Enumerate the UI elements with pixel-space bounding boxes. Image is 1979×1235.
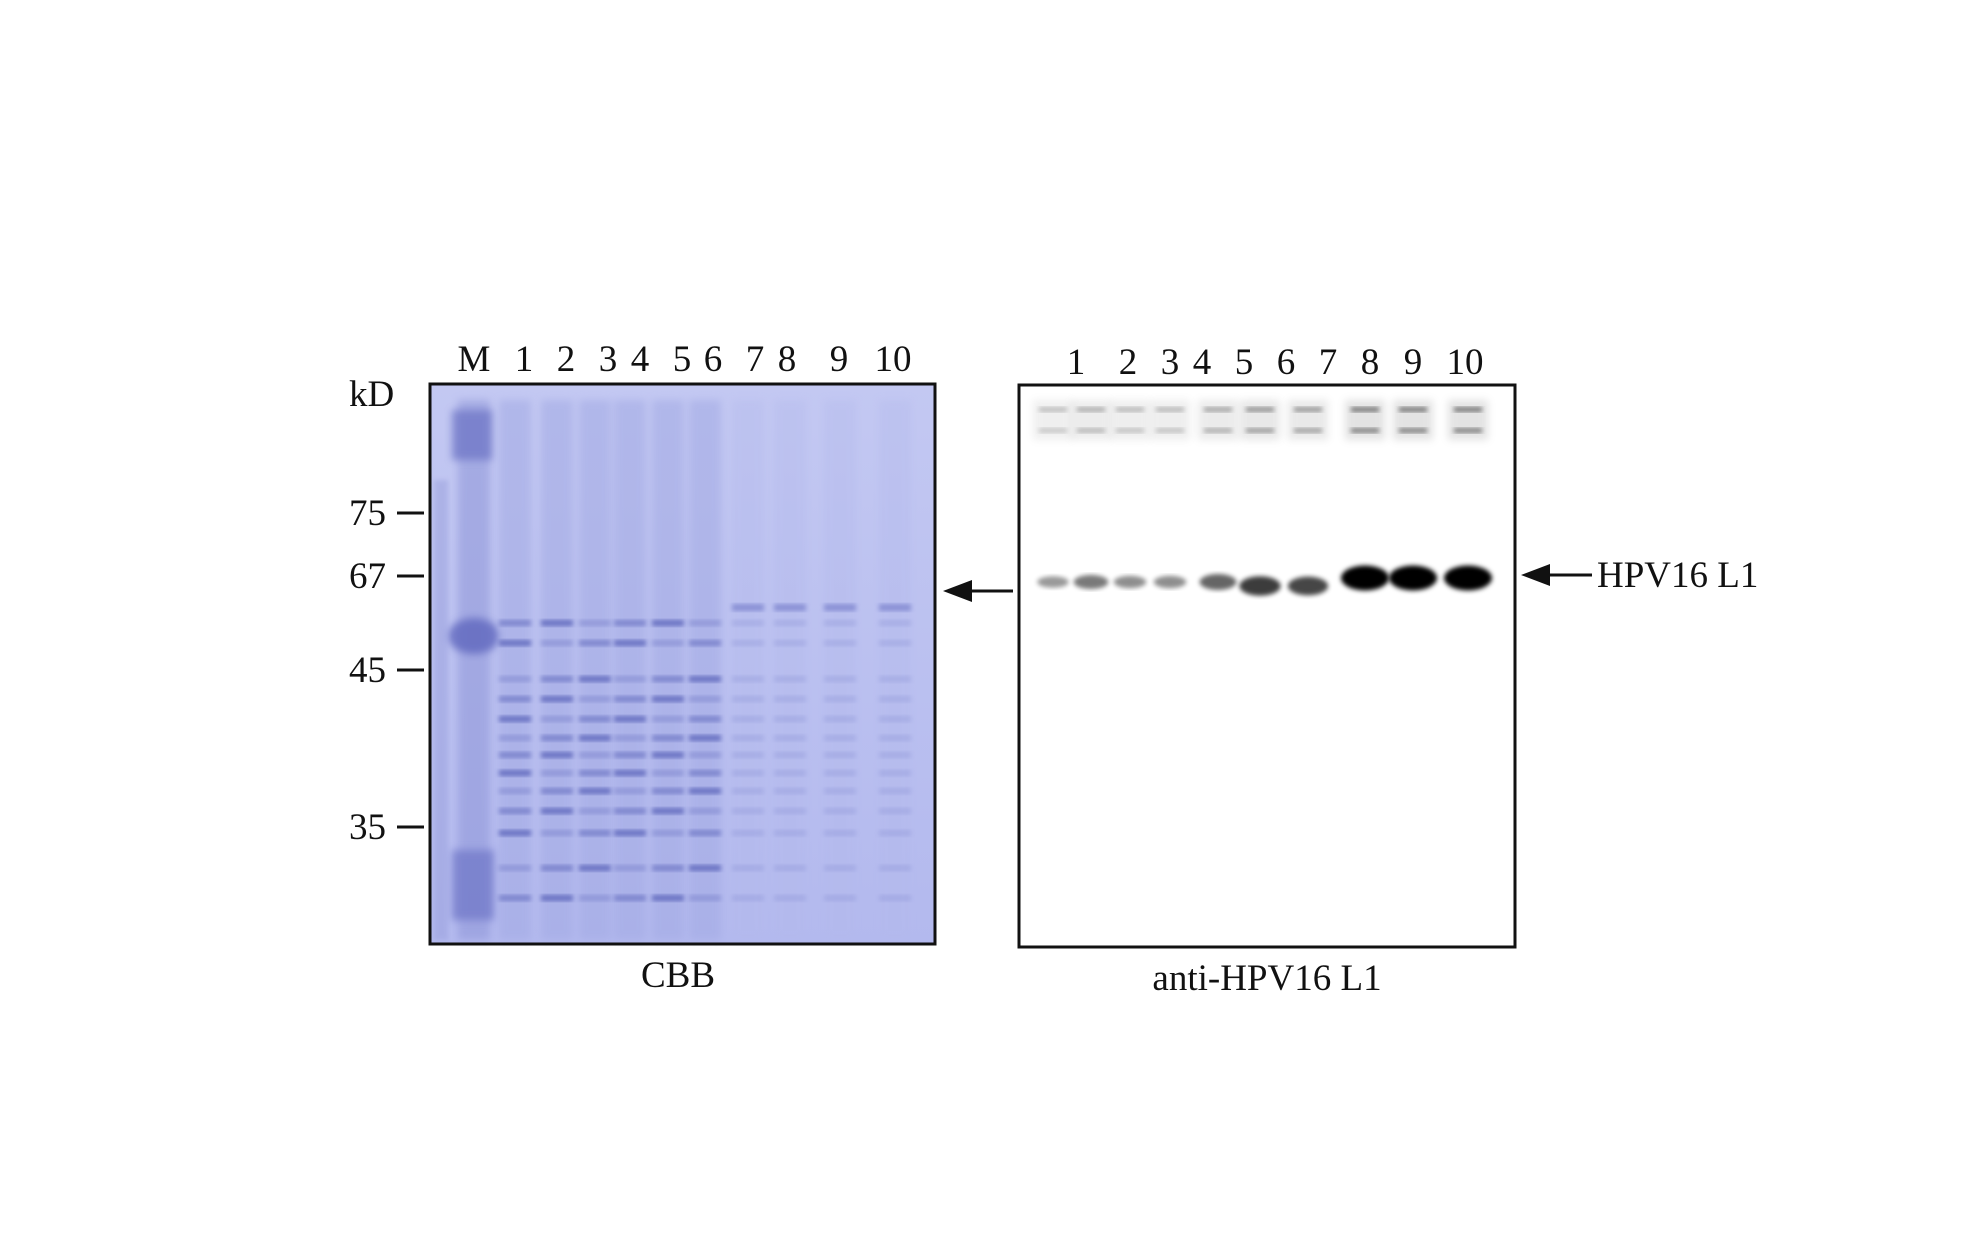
western-lane-label: 6: [1277, 342, 1296, 383]
cbb-panel: [428, 382, 937, 946]
cbb-lane-label: 9: [830, 339, 849, 380]
western-lane: [1110, 400, 1150, 589]
cbb-caption: CBB: [641, 955, 715, 996]
marker-75-label: 75: [349, 493, 386, 534]
western-lane-label: 10: [1447, 342, 1484, 383]
cbb-lane: [434, 400, 500, 940]
cbb-lane-label: 10: [875, 339, 912, 380]
cbb-lane-label: M: [458, 339, 491, 380]
western-lane-label: 5: [1235, 342, 1254, 383]
marker-45-label: 45: [349, 650, 386, 691]
western-lane-label: 3: [1161, 342, 1180, 383]
cbb-lane-label: 6: [704, 339, 723, 380]
western-lane: [1198, 400, 1238, 590]
western-lane-label: 8: [1361, 342, 1380, 383]
hpv16-l1-arrow-head: [1521, 564, 1550, 586]
western-caption: anti-HPV16 L1: [1152, 958, 1381, 999]
western-lane: [1341, 400, 1389, 591]
cbb-lane-label: 1: [515, 339, 534, 380]
western-lane: [1444, 400, 1492, 591]
cbb-lane: [499, 400, 531, 940]
cbb-lane-label: 4: [631, 339, 650, 380]
western-panel: [1017, 383, 1517, 949]
cbb-lane-label: 5: [673, 339, 692, 380]
western-membrane-border: [1017, 383, 1517, 949]
cbb-lane-label: 2: [557, 339, 576, 380]
hpv16-l1-arrow: [1521, 564, 1592, 586]
marker-35-label: 35: [349, 807, 386, 848]
cbb-lane: [614, 400, 646, 940]
cbb-lane: [732, 400, 764, 940]
cbb-lane-label: 8: [778, 339, 797, 380]
marker-35: 35: [349, 807, 424, 848]
western-lane-label: 7: [1319, 342, 1338, 383]
cbb-lanes: [434, 400, 911, 940]
hpv16-l1-label: HPV16 L1: [1597, 555, 1758, 596]
western-lane: [1150, 400, 1190, 589]
marker-67: 67: [349, 556, 424, 597]
western-lane: [1287, 400, 1329, 596]
cbb-lane-label: 3: [599, 339, 618, 380]
western-bands: [1033, 400, 1492, 596]
western-lane-label: 4: [1193, 342, 1212, 383]
marker-75: 75: [349, 493, 424, 534]
cbb-band-arrow-head: [943, 580, 972, 602]
cbb-lane: [824, 400, 856, 940]
cbb-lane: [689, 400, 721, 940]
cbb-lane: [879, 400, 911, 940]
cbb-lane: [652, 400, 684, 940]
western-lane-label: 9: [1404, 342, 1423, 383]
western-lane: [1033, 400, 1073, 588]
cbb-lane-label: 7: [746, 339, 765, 380]
marker-67-label: 67: [349, 556, 386, 597]
western-lane-label: 1: [1067, 342, 1086, 383]
marker-45: 45: [349, 650, 424, 691]
western-lane: [1239, 400, 1281, 596]
cbb-lane-labels: M 1 2 3 4 5 6 7 8 9 10: [458, 339, 912, 380]
western-lane-label: 2: [1119, 342, 1138, 383]
cbb-gel-border: [428, 382, 937, 946]
cbb-lane: [541, 400, 573, 940]
western-lane: [1071, 400, 1111, 590]
cbb-band-arrow: [943, 580, 1013, 602]
western-lane: [1389, 400, 1437, 591]
cbb-lane: [774, 400, 806, 940]
marker-scale: 75 67 45 35: [349, 493, 424, 848]
western-lane-labels: 1 2 3 4 5 6 7 8 9 10: [1067, 342, 1484, 383]
kd-unit-label: kD: [349, 374, 394, 415]
cbb-lane: [579, 400, 611, 940]
western-membrane: [1019, 385, 1515, 947]
